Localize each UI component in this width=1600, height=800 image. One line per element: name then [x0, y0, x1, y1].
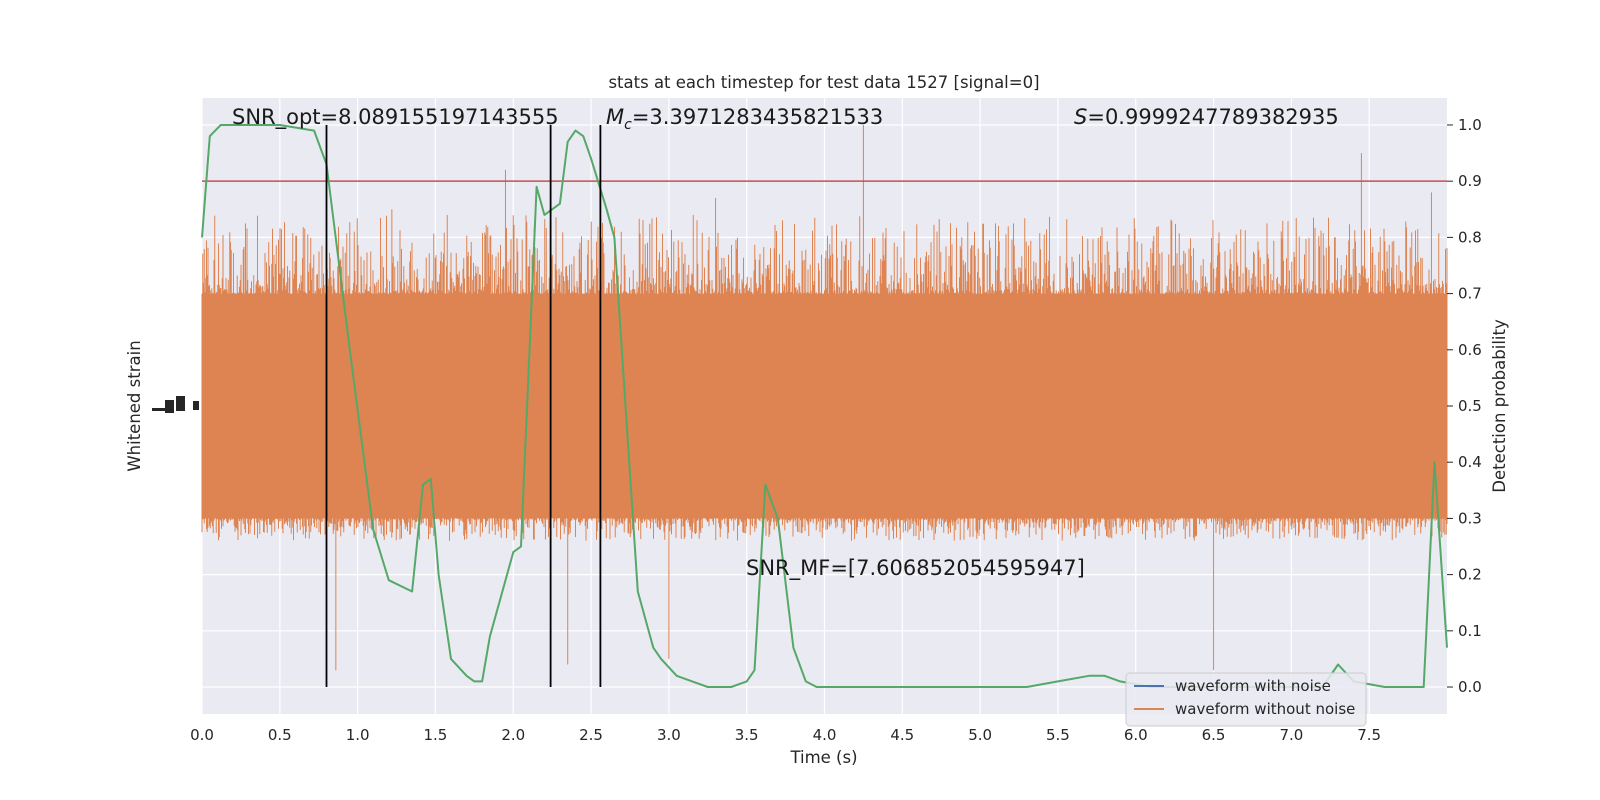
- x-tick-label: 3.0: [657, 726, 681, 744]
- y-tick-label: 0.1: [1458, 622, 1482, 640]
- x-tick-label: 0.5: [268, 726, 292, 744]
- strain-series: [201, 125, 1448, 671]
- snr-opt-annotation: SNR_opt=8.089155197143555: [232, 105, 559, 130]
- x-tick-label: 7.5: [1357, 726, 1381, 744]
- x-tick-label: 2.0: [501, 726, 525, 744]
- x-tick-label: 7.0: [1279, 726, 1303, 744]
- legend: waveform with noise waveform without noi…: [1125, 672, 1367, 727]
- chirp-mass-annotation: Mc=3.3971283435821533: [606, 105, 883, 133]
- strain-spikes: [201, 125, 1448, 671]
- snr-mf-annotation: SNR_MF=[7.606852054595947]: [746, 556, 1085, 581]
- y-right-axis-ticks: 0.0 0.1 0.2 0.3 0.4 0.5 0.6 0.7 0.8 0.9 1.0: [1447, 116, 1482, 696]
- y-tick-label: 0.9: [1458, 172, 1482, 190]
- vertical-markers: [325, 124, 602, 688]
- y-axis-label-left: Whitened strain: [125, 340, 144, 471]
- x-tick-label: 6.5: [1202, 726, 1226, 744]
- x-tick-label: 5.0: [968, 726, 992, 744]
- y-axis-label-right: Detection probability: [1490, 319, 1509, 493]
- legend-label-with-noise: waveform with noise: [1175, 677, 1331, 695]
- x-tick-label: 2.5: [579, 726, 603, 744]
- x-axis-ticks: 0.0 0.5 1.0 1.5 2.0 2.5 3.0 3.5 4.0 4.5 5.0 5.5 6.0 6…: [190, 726, 1381, 744]
- y-tick-label: 0.3: [1458, 509, 1482, 527]
- chart-title: stats at each timestep for test data 152…: [608, 73, 1039, 92]
- x-tick-label: 1.5: [424, 726, 448, 744]
- y-tick-label: 0.6: [1458, 341, 1482, 359]
- y-tick-label: 0.4: [1458, 453, 1482, 471]
- x-axis-label: Time (s): [789, 748, 857, 767]
- x-tick-label: 4.0: [813, 726, 837, 744]
- x-tick-label: 0.0: [190, 726, 214, 744]
- y-tick-label: 0.2: [1458, 566, 1482, 584]
- y-tick-label: 1.0: [1458, 116, 1482, 134]
- x-tick-label: 6.0: [1124, 726, 1148, 744]
- s-annotation: S=0.9999247789382935: [1074, 105, 1339, 129]
- x-tick-label: 3.5: [735, 726, 759, 744]
- y-tick-label: 0.5: [1458, 397, 1482, 415]
- legend-box: [1125, 672, 1367, 727]
- y-tick-label: 0.7: [1458, 285, 1482, 303]
- x-tick-label: 5.5: [1046, 726, 1070, 744]
- legend-label-without-noise: waveform without noise: [1175, 700, 1355, 718]
- y-tick-label: 0.8: [1458, 228, 1482, 246]
- y-tick-label: 0.0: [1458, 678, 1482, 696]
- x-tick-label: 4.5: [890, 726, 914, 744]
- x-tick-label: 1.0: [346, 726, 370, 744]
- left-axis-clutter: [152, 396, 199, 413]
